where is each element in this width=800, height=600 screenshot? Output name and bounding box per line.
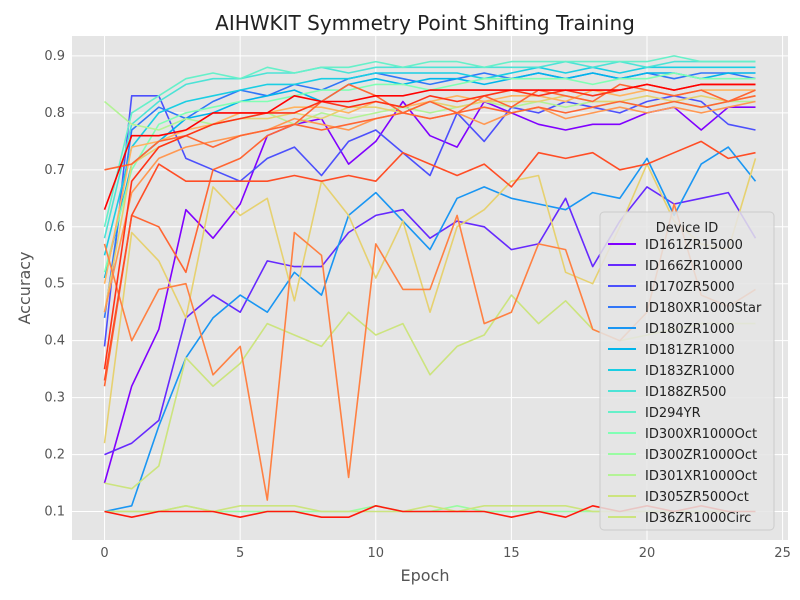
x-tick-label: 15 [503, 546, 520, 561]
y-tick-label: 0.3 [44, 391, 65, 406]
x-tick-label: 5 [236, 546, 244, 561]
legend-label: ID294YR [645, 406, 701, 421]
legend: Device ID ID161ZR15000 ID166ZR10000 ID170Z… [599, 211, 775, 531]
legend-label: ID181ZR1000 [645, 343, 735, 358]
y-tick-labels: 0.1 0.2 0.3 0.4 0.5 0.6 0.7 0.8 0.9 [44, 49, 65, 520]
series-line [103, 55, 756, 227]
chart-title: AIHWKIT Symmetry Point Shifting Training [215, 11, 635, 35]
x-tick-labels: 0 5 10 15 20 25 [100, 546, 790, 561]
series-line [103, 83, 756, 387]
x-tick-label: 0 [100, 546, 108, 561]
legend-items: ID161ZR15000 ID166ZR10000 ID170ZR5000 ID180… [608, 238, 762, 526]
x-tick-label: 20 [639, 546, 656, 561]
y-axis-label: Accuracy [15, 251, 34, 324]
series-line [104, 146, 757, 513]
legend-label: ID300XR1000Oct [645, 427, 757, 442]
series-line [103, 140, 756, 381]
series-line [104, 95, 756, 171]
legend-label: ID301XR1000Oct [645, 469, 757, 484]
legend-label: ID188ZR500 [645, 385, 726, 400]
legend-label: ID305ZR500Oct [645, 490, 749, 505]
legend-label: ID300ZR1000Oct [645, 448, 757, 463]
y-tick-label: 0.7 [44, 163, 65, 178]
legend-title: Device ID [656, 221, 718, 236]
x-tick-label: 10 [367, 546, 384, 561]
legend-label: ID170ZR5000 [645, 280, 735, 295]
y-tick-label: 0.6 [44, 220, 65, 235]
legend-label: ID180ZR1000 [645, 322, 735, 337]
legend-label: ID183ZR1000 [645, 364, 735, 379]
y-tick-label: 0.8 [44, 106, 65, 121]
y-tick-label: 0.2 [44, 448, 65, 463]
legend-label: ID36ZR1000Circ [645, 511, 751, 526]
series-line [103, 83, 756, 210]
y-tick-label: 0.9 [44, 49, 65, 64]
legend-label: ID180XR1000Star [645, 301, 762, 316]
x-axis-label: Epoch [401, 566, 450, 585]
legend-label: ID161ZR15000 [645, 238, 743, 253]
y-tick-label: 0.5 [44, 277, 65, 292]
legend-label: ID166ZR10000 [645, 259, 743, 274]
series-line [104, 186, 757, 456]
y-tick-label: 0.1 [44, 505, 65, 520]
series-line [103, 60, 756, 239]
legend-box [599, 211, 775, 531]
y-tick-label: 0.4 [44, 334, 65, 349]
x-tick-label: 25 [774, 546, 791, 561]
